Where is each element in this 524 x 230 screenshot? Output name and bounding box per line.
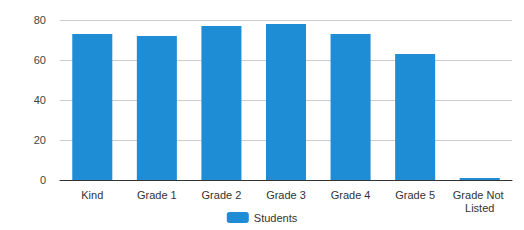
svg-text:Grade 5: Grade 5: [395, 189, 435, 201]
svg-text:Kind: Kind: [81, 189, 103, 201]
svg-text:Grade 4: Grade 4: [331, 189, 371, 201]
svg-text:Grade 3: Grade 3: [266, 189, 306, 201]
svg-text:Students: Students: [254, 212, 298, 224]
svg-text:60: 60: [34, 54, 46, 66]
svg-text:20: 20: [34, 134, 46, 146]
svg-text:0: 0: [40, 174, 46, 186]
svg-text:Listed: Listed: [465, 202, 494, 214]
svg-text:Grade 1: Grade 1: [137, 189, 177, 201]
svg-text:Grade Not: Grade Not: [453, 189, 507, 201]
svg-text:Grade 2: Grade 2: [202, 189, 242, 201]
svg-text:80: 80: [34, 14, 46, 26]
svg-text:40: 40: [34, 94, 46, 106]
